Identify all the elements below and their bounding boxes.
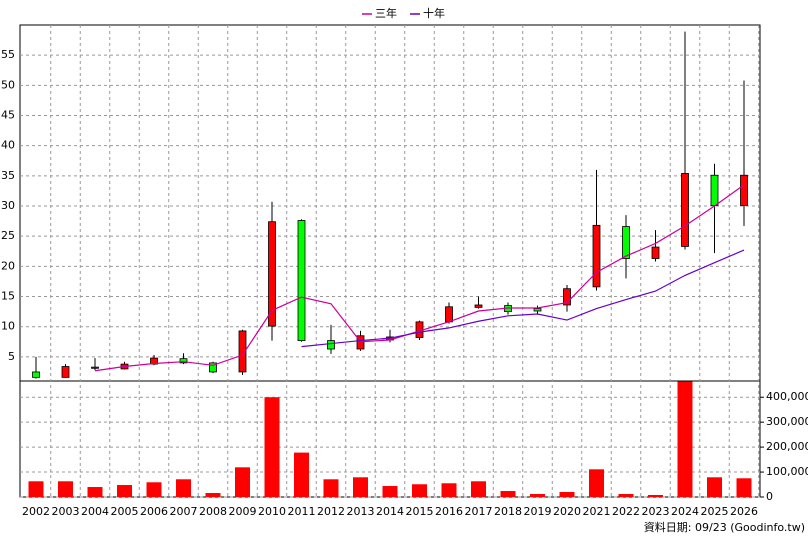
y-tick-label: 30: [1, 199, 15, 212]
volume-bar: [294, 452, 309, 497]
candle-body: [91, 366, 99, 369]
volume-bar: [176, 479, 191, 497]
x-tick-label: 2006: [140, 505, 168, 518]
x-tick-label: 2011: [288, 505, 316, 518]
plot-frame: [19, 24, 761, 498]
volume-bar: [736, 478, 752, 497]
candle-body: [238, 330, 247, 373]
x-tick-label: 2010: [258, 505, 286, 518]
y2-tick-label: 100,000: [766, 465, 808, 478]
candle-body: [32, 371, 40, 378]
volume-bar: [677, 381, 693, 497]
candle-body: [710, 174, 719, 206]
candle-body: [563, 288, 571, 306]
candle-body: [297, 220, 306, 341]
x-tick-label: 2024: [671, 505, 699, 518]
volume-bar: [648, 495, 663, 497]
x-tick-label: 2013: [347, 505, 375, 518]
candle-body: [533, 308, 542, 312]
x-tick-label: 2014: [376, 505, 404, 518]
y2-tick-label: 200,000: [766, 440, 808, 453]
candle-body: [740, 174, 748, 206]
volume-bar: [58, 481, 73, 497]
candle-body: [150, 357, 158, 365]
candle-body: [268, 221, 276, 327]
y-tick-label: 20: [1, 259, 15, 272]
x-tick-label: 2017: [465, 505, 493, 518]
x-tick-label: 2015: [406, 505, 434, 518]
x-tick-label: 2025: [701, 505, 729, 518]
candle-body: [445, 306, 453, 323]
candle-body: [179, 358, 188, 364]
x-tick-label: 2008: [199, 505, 227, 518]
candle-body: [327, 340, 335, 350]
y-tick-label: 35: [1, 169, 15, 182]
x-tick-label: 2022: [612, 505, 640, 518]
volume-bar: [146, 482, 162, 497]
volume-bar: [353, 477, 368, 497]
x-tick-label: 2012: [317, 505, 345, 518]
candle-body: [356, 335, 365, 350]
y2-tick-label: 300,000: [766, 415, 808, 428]
x-tick-label: 2005: [111, 505, 139, 518]
volume-bar: [500, 491, 516, 497]
line-series: [94, 184, 745, 372]
candle-body: [681, 173, 689, 247]
volume-bar: [235, 467, 250, 497]
x-tick-label: 2004: [81, 505, 109, 518]
legend-label: 十年: [423, 6, 445, 20]
volume-bar: [87, 487, 103, 497]
x-tick-label: 2018: [494, 505, 522, 518]
y-tick-label: 15: [1, 290, 15, 303]
candle-body: [622, 226, 630, 259]
volume-bar: [412, 484, 427, 497]
y-tick-label: 25: [1, 229, 15, 242]
y-tick-label: 50: [1, 78, 15, 91]
x-tick-label: 2020: [553, 505, 581, 518]
candle-body: [651, 246, 660, 259]
y2-tick-label: 400,000: [766, 390, 808, 403]
candle-body: [61, 366, 70, 378]
x-tick-label: 2023: [642, 505, 670, 518]
candle-body: [474, 304, 483, 308]
y-tick-label: 55: [1, 48, 15, 61]
volume-bar: [441, 483, 457, 497]
x-tick-label: 2016: [435, 505, 463, 518]
volume-bar: [28, 481, 44, 497]
y-tick-label: 45: [1, 109, 15, 122]
volume-bar: [559, 492, 575, 497]
volume-bar: [530, 494, 545, 497]
candle-body: [592, 224, 601, 288]
x-tick-label: 2003: [52, 505, 80, 518]
volume-bar: [323, 479, 339, 497]
y-tick-label: 40: [1, 139, 15, 152]
y2-tick-label: 0: [766, 490, 773, 503]
x-tick-label: 2021: [583, 505, 611, 518]
legend-label: 三年: [375, 6, 397, 20]
volume-bar: [117, 485, 132, 497]
volume-bar: [264, 397, 280, 497]
volume-bar: [589, 469, 604, 497]
volume-bar: [382, 486, 398, 497]
volume-bar: [471, 481, 486, 497]
y-tick-label: 10: [1, 320, 15, 333]
candle-body: [209, 362, 217, 373]
x-tick-label: 2002: [22, 505, 50, 518]
x-tick-label: 2019: [524, 505, 552, 518]
footer-note: 資料日期: 09/23 (Goodinfo.tw): [644, 520, 805, 534]
y-tick-label: 5: [8, 350, 15, 363]
x-tick-label: 2026: [730, 505, 758, 518]
volume-bar: [707, 477, 722, 497]
line-series: [301, 249, 745, 348]
volume-bar: [205, 493, 221, 497]
x-tick-label: 2009: [229, 505, 257, 518]
volume-bar: [618, 494, 634, 497]
x-tick-label: 2007: [170, 505, 198, 518]
